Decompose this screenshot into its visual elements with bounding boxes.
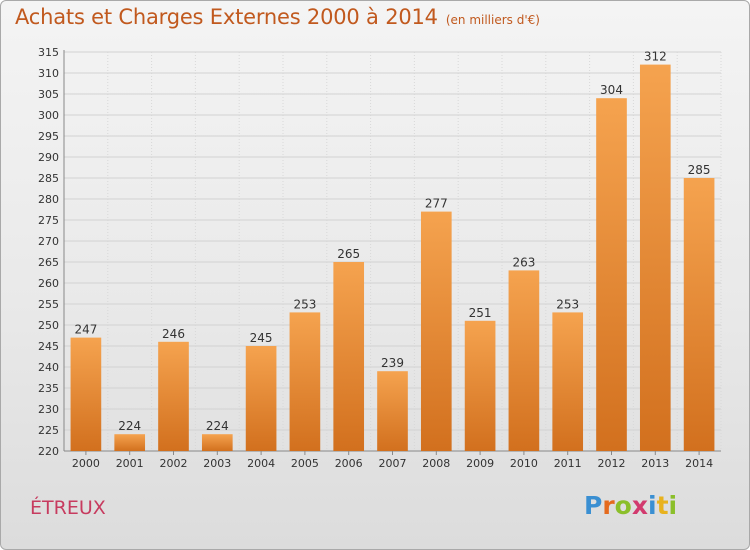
logo-letter: r [602,491,615,520]
bar [114,434,146,451]
y-tick-label: 235 [38,382,59,395]
y-tick-label: 260 [38,277,59,290]
y-tick-label: 230 [38,403,59,416]
data-label: 239 [381,356,404,370]
y-tick-label: 225 [38,424,59,437]
data-label: 277 [425,197,448,211]
bar [245,346,277,451]
x-tick-label: 2008 [422,457,450,470]
data-label: 246 [162,327,185,341]
y-tick-label: 255 [38,298,59,311]
data-label: 285 [688,163,711,177]
logo-letter: i [668,491,678,520]
x-tick-label: 2010 [510,457,538,470]
data-label: 253 [293,297,316,311]
data-label: 312 [644,50,667,64]
y-tick-label: 285 [38,172,59,185]
x-tick-label: 2001 [116,457,144,470]
logo-letter: x [631,491,648,520]
y-tick-label: 290 [38,151,59,164]
x-tick-label: 2005 [291,457,319,470]
bar [683,178,715,451]
x-tick-label: 2009 [466,457,494,470]
x-tick-label: 2013 [641,457,669,470]
x-tick-label: 2012 [598,457,626,470]
data-label: 253 [556,297,579,311]
y-tick-label: 300 [38,109,59,122]
bar [70,337,102,451]
proxiti-logo[interactable]: Proxiti [584,491,677,520]
data-label: 263 [512,255,535,269]
y-tick-label: 280 [38,193,59,206]
data-label: 224 [206,419,229,433]
x-tick-label: 2007 [379,457,407,470]
y-tick-label: 250 [38,319,59,332]
data-label: 247 [74,323,97,337]
bar [201,434,233,451]
y-tick-label: 305 [38,88,59,101]
bar [289,312,321,451]
bar [639,64,671,451]
bar [552,312,584,451]
data-label: 265 [337,247,360,261]
data-label: 304 [600,83,623,97]
bar [377,371,408,451]
y-tick-label: 220 [38,445,59,458]
y-tick-label: 310 [38,67,59,80]
x-tick-label: 2014 [685,457,713,470]
x-tick-label: 2006 [335,457,363,470]
data-label: 251 [469,306,492,320]
bars [70,64,715,451]
logo-letter: t [656,491,669,520]
bar [158,341,189,451]
logo-letter: P [584,491,603,520]
bar [596,98,627,451]
title-row: Achats et Charges Externes 2000 à 2014 (e… [15,5,540,29]
x-tick-label: 2003 [203,457,231,470]
bar [508,270,540,451]
y-tick-label: 245 [38,340,59,353]
data-label: 245 [250,331,273,345]
commune-name: ÉTREUX [30,497,106,519]
chart-subtitle: (en milliers d'€) [445,13,540,27]
y-tick-label: 270 [38,235,59,248]
y-tick-label: 265 [38,256,59,269]
logo-letter: o [614,491,632,520]
chart-title: Achats et Charges Externes 2000 à 2014 [15,5,438,29]
y-tick-label: 275 [38,214,59,227]
labels: 220 225 230 235 240 245 250 255 260 265 270 275 280 2… [38,46,713,470]
data-label: 224 [118,419,141,433]
y-tick-label: 295 [38,130,59,143]
x-tick-label: 2004 [247,457,275,470]
logo-letter: i [648,491,657,520]
bar [333,262,365,451]
y-tick-label: 315 [38,46,59,59]
x-tick-label: 2011 [554,457,582,470]
bar [464,320,496,451]
y-tick-label: 240 [38,361,59,374]
x-tick-label: 2000 [72,457,100,470]
bar [420,211,452,451]
x-tick-label: 2002 [160,457,188,470]
